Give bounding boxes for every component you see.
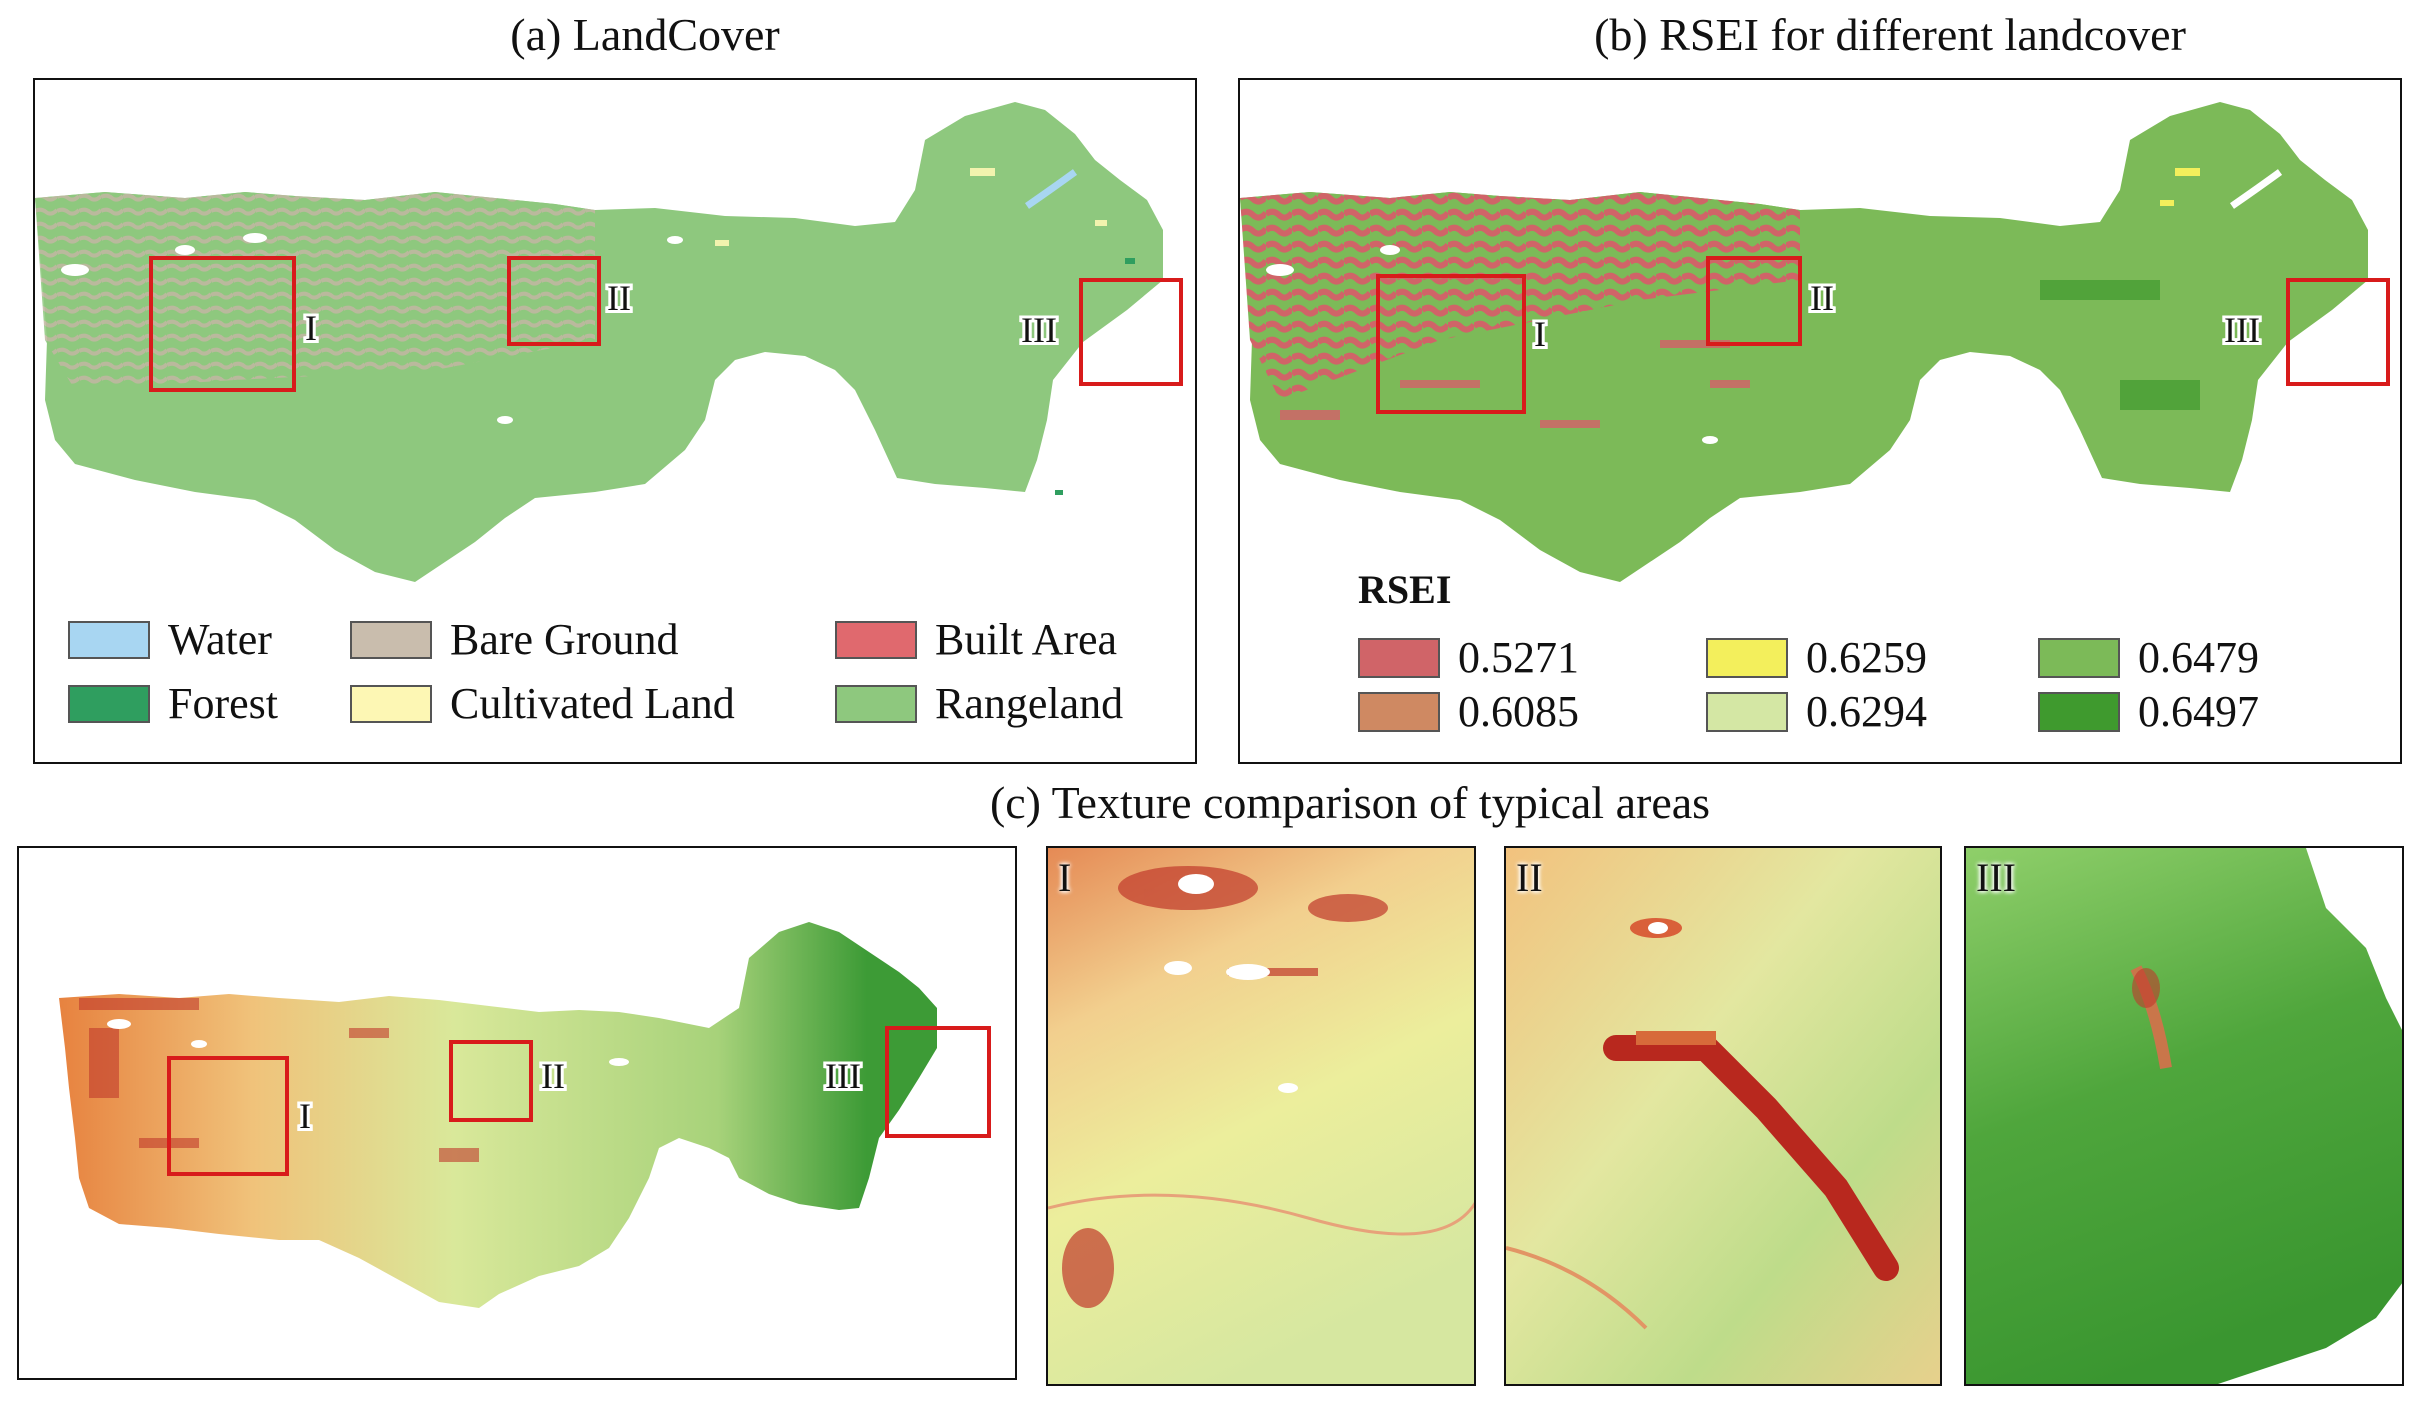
- legend-item-rsei-2: 0.6479: [2038, 632, 2259, 683]
- region-label-II: II: [1810, 278, 1834, 318]
- panel-b-title: (b) RSEI for different landcover: [1594, 9, 2186, 60]
- region-label-III: III: [825, 1056, 861, 1096]
- panel-a-landcover-map: I II III Water Bare Ground Built Area Fo…: [33, 78, 1197, 764]
- legend-item-bare-ground: Bare Ground: [350, 614, 679, 665]
- legend-swatch: [68, 620, 150, 659]
- region-box-III: [2286, 278, 2390, 386]
- legend-item-rsei-5: 0.6497: [2038, 686, 2259, 737]
- region-label-II: II: [607, 278, 631, 318]
- zoom-label-I: I: [1058, 855, 1072, 900]
- zoom-label-III: III: [1976, 855, 2016, 900]
- legend-item-rangeland: Rangeland: [835, 678, 1123, 729]
- panel-b-rsei-map: I II III RSEI 0.5271 0.6259 0.6479 0.608…: [1238, 78, 2402, 764]
- region-label-I: I: [305, 308, 317, 348]
- legend-swatch: [2038, 691, 2120, 732]
- legend-swatch: [1706, 637, 1788, 678]
- zoom-label-II: II: [1516, 855, 1543, 900]
- legend-label: Built Area: [935, 615, 1118, 664]
- region-label-I: I: [299, 1096, 311, 1136]
- region-box-III: [1079, 278, 1183, 386]
- legend-label: 0.5271: [1458, 633, 1579, 682]
- legend-item-rsei-1: 0.6259: [1706, 632, 1927, 683]
- legend-swatch: [68, 684, 150, 723]
- region-box-I: [149, 256, 296, 392]
- region-box-II: [507, 256, 601, 346]
- legend-item-cultivated-land: Cultivated Land: [350, 678, 735, 729]
- legend-label: Forest: [168, 679, 278, 728]
- legend-item-built-area: Built Area: [835, 614, 1117, 665]
- panel-a-title: (a) LandCover: [510, 9, 780, 60]
- zoom-panel-I: I: [1046, 846, 1476, 1386]
- legend-item-rsei-4: 0.6294: [1706, 686, 1927, 737]
- region-label-III: III: [1021, 310, 1057, 350]
- legend-label: 0.6497: [2138, 687, 2259, 736]
- region-shape: [59, 922, 937, 1308]
- legend-label: 0.6085: [1458, 687, 1579, 736]
- legend-title: RSEI: [1358, 567, 1452, 612]
- legend-label: 0.6259: [1806, 633, 1927, 682]
- legend-label: Bare Ground: [450, 615, 679, 664]
- region-box-I: [1376, 274, 1526, 414]
- zoom-panel-III: III: [1964, 846, 2404, 1386]
- zoom-texture-III: [1966, 848, 2402, 1384]
- legend-label: 0.6479: [2138, 633, 2259, 682]
- legend-swatch: [1706, 691, 1788, 732]
- panel-c-texture-overview: I II III: [17, 846, 1017, 1380]
- texture-map-svg: I II III: [59, 922, 991, 1308]
- panel-c-title: (c) Texture comparison of typical areas: [989, 777, 1711, 828]
- legend-swatch: [1358, 637, 1440, 678]
- legend-item-rsei-3: 0.6085: [1358, 686, 1579, 737]
- region-label-III: III: [2224, 310, 2260, 350]
- region-box-I: [167, 1056, 289, 1176]
- legend-label: 0.6294: [1806, 687, 1927, 736]
- legend-item-forest: Forest: [68, 678, 278, 729]
- legend-item-water: Water: [68, 614, 272, 665]
- legend-swatch: [835, 684, 917, 723]
- legend-label: Cultivated Land: [450, 679, 735, 728]
- zoom-texture-II: [1506, 848, 1940, 1384]
- legend-label: Rangeland: [935, 679, 1124, 728]
- region-box-III: [885, 1026, 991, 1138]
- legend-item-rsei-0: 0.5271: [1358, 632, 1579, 683]
- legend-swatch: [350, 684, 432, 723]
- region-box-II: [1706, 256, 1802, 346]
- legend-swatch: [1358, 691, 1440, 732]
- legend-swatch: [2038, 637, 2120, 678]
- landcover-map-svg: I II III: [35, 102, 1183, 582]
- zoom-texture-I: [1048, 848, 1474, 1384]
- legend-swatch: [350, 620, 432, 659]
- zoom-panel-II: II: [1504, 846, 1942, 1386]
- region-label-I: I: [1534, 314, 1546, 354]
- legend-label: Water: [168, 615, 272, 664]
- legend-swatch: [835, 620, 917, 659]
- region-box-II: [449, 1040, 533, 1122]
- rsei-map-svg: I II III: [1240, 102, 2390, 582]
- region-label-II: II: [541, 1056, 565, 1096]
